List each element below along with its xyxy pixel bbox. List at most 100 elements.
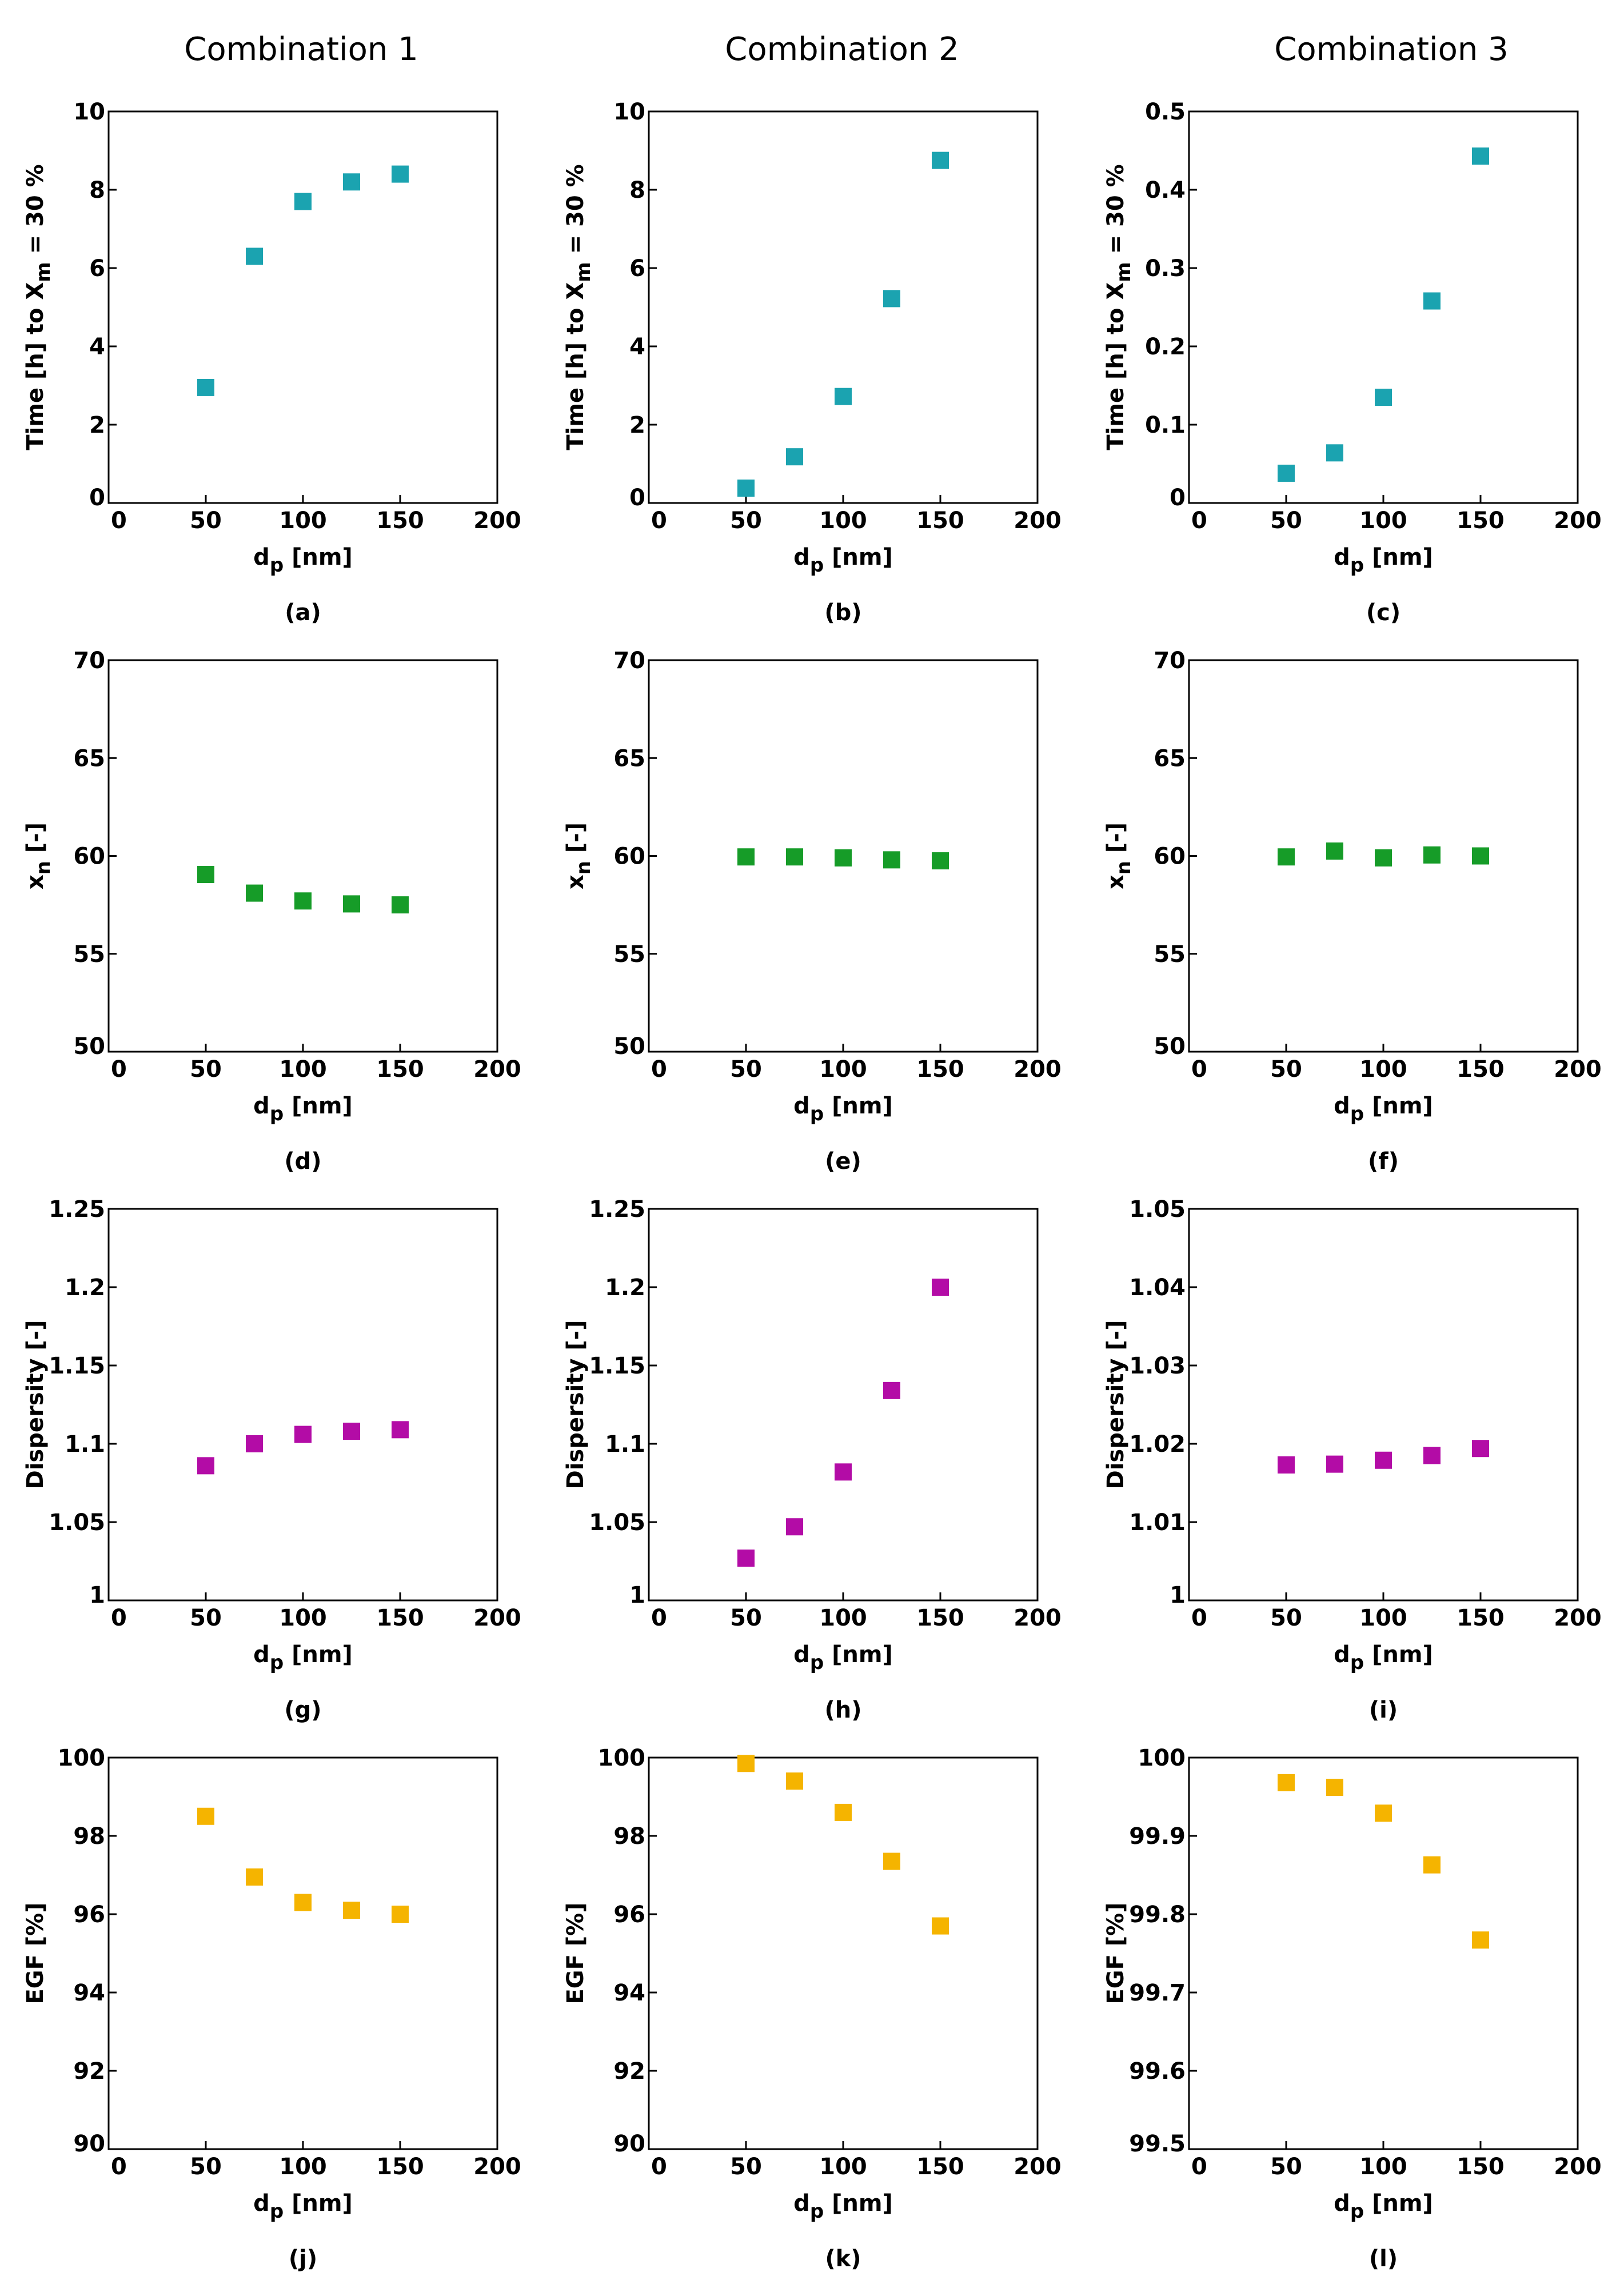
data-point-g-1 (197, 1457, 214, 1475)
data-point-l-2 (1326, 1779, 1343, 1796)
data-point-i-5 (1472, 1440, 1489, 1458)
y-tick-label: 55 (613, 941, 645, 968)
y-tick-label: 1 (1170, 1582, 1186, 1608)
data-point-j-3 (294, 1894, 312, 1911)
data-point-e-4 (883, 851, 900, 869)
data-point-k-3 (835, 1803, 852, 1821)
data-point-b-4 (883, 290, 900, 308)
y-tick-label: 92 (73, 2058, 105, 2085)
data-point-d-2 (246, 884, 263, 902)
x-axis-label: dp [nm] (793, 1093, 893, 1125)
y-tick-label: 1 (89, 1582, 105, 1608)
panel-caption: (e) (825, 1148, 861, 1175)
data-point-c-2 (1326, 444, 1343, 462)
panel-caption: (j) (289, 2246, 317, 2272)
y-tick-label: 0 (1170, 485, 1186, 511)
data-point-i-3 (1375, 1451, 1392, 1469)
y-tick-label: 0.5 (1145, 99, 1186, 125)
y-tick-label: 100 (1138, 1745, 1186, 1771)
x-tick-label: 100 (819, 2154, 867, 2180)
y-tick-label: 65 (1154, 745, 1186, 772)
panel-g: 0 50 100 150 200 1 1.05 1.1 1.15 1.2 1.25 dp [nm] Di… (22, 1196, 521, 1723)
x-tick-label: 0 (111, 1605, 127, 1631)
plot-frame (648, 110, 1039, 504)
x-tick-label: 200 (1554, 508, 1602, 534)
y-tick-label: 100 (58, 1745, 106, 1771)
panel-l: 0 50 100 150 200 99.5 99.6 99.7 99.8 99.9 100 dp [n… (1103, 1745, 1602, 2272)
x-tick-label: 200 (1013, 1056, 1062, 1083)
y-tick-label: 1.25 (49, 1196, 105, 1223)
x-tick-label: 0 (111, 508, 127, 534)
y-tick-label: 4 (629, 334, 645, 360)
data-point-c-1 (1278, 464, 1295, 482)
data-point-f-4 (1423, 846, 1441, 864)
y-tick-label: 1.01 (1129, 1510, 1186, 1536)
y-axis-label: EGF [%] (22, 1902, 49, 2004)
plot-frame (648, 1208, 1039, 1602)
x-tick-label: 0 (1191, 1056, 1207, 1083)
x-tick-label: 150 (916, 508, 964, 534)
x-tick-label: 200 (473, 1605, 521, 1631)
x-tick-label: 150 (916, 1056, 964, 1083)
panel-c: 0 50 100 150 200 0 0.1 0.2 0.3 0.4 0.5 dp [nm] Time … (1103, 99, 1602, 626)
x-tick-label: 200 (1554, 1056, 1602, 1083)
y-tick-label: 1.15 (589, 1353, 645, 1379)
x-tick-label: 0 (1191, 2154, 1207, 2180)
y-tick-label: 1.1 (605, 1431, 645, 1458)
x-tick-label: 0 (1191, 1605, 1207, 1631)
y-axis-label: Dispersity [-] (22, 1320, 49, 1489)
y-tick-label: 1.05 (589, 1510, 645, 1536)
data-point-f-1 (1278, 848, 1295, 866)
y-tick-label: 70 (613, 648, 645, 674)
y-tick-label: 1.05 (49, 1510, 105, 1536)
y-tick-label: 98 (73, 1823, 105, 1850)
y-tick-label: 2 (629, 412, 645, 438)
x-tick-label: 150 (376, 2154, 424, 2180)
x-tick-label: 100 (279, 508, 327, 534)
plot-frame (1188, 1208, 1579, 1602)
y-tick-label: 2 (89, 412, 105, 438)
data-point-h-1 (737, 1550, 755, 1567)
data-point-h-4 (883, 1381, 900, 1399)
panel-caption: (f) (1368, 1148, 1399, 1175)
y-axis-label: Time [h] to Xm = 30 % (562, 164, 595, 450)
y-tick-label: 55 (1154, 941, 1186, 968)
y-tick-label: 1.02 (1129, 1431, 1186, 1458)
y-tick-label: 98 (613, 1823, 645, 1850)
x-tick-label: 200 (473, 2154, 521, 2180)
x-tick-label: 50 (730, 1056, 762, 1083)
data-point-d-1 (197, 866, 214, 884)
y-tick-label: 65 (73, 745, 105, 772)
data-point-k-4 (883, 1852, 900, 1870)
x-tick-label: 200 (1013, 1605, 1062, 1631)
plot-frame (107, 110, 498, 504)
x-tick-label: 0 (651, 508, 667, 534)
data-point-l-5 (1472, 1931, 1489, 1949)
data-point-b-3 (835, 388, 852, 405)
plot-frame (107, 659, 498, 1053)
x-tick-label: 100 (279, 1056, 327, 1083)
x-tick-label: 0 (111, 2154, 127, 2180)
y-tick-label: 10 (73, 99, 105, 125)
data-point-h-2 (786, 1518, 803, 1536)
y-tick-label: 0 (629, 485, 645, 511)
panel-caption: (l) (1369, 2246, 1398, 2272)
data-point-c-4 (1423, 292, 1441, 310)
x-tick-label: 200 (1554, 1605, 1602, 1631)
x-tick-label: 100 (1359, 1605, 1407, 1631)
data-point-e-5 (932, 852, 949, 870)
y-tick-label: 90 (73, 2131, 105, 2157)
x-tick-label: 200 (1554, 2154, 1602, 2180)
x-axis-label: dp [nm] (1334, 544, 1433, 577)
x-tick-label: 100 (819, 1056, 867, 1083)
data-point-j-1 (197, 1807, 214, 1825)
data-point-g-4 (343, 1423, 360, 1440)
x-tick-label: 0 (651, 2154, 667, 2180)
panel-b: 0 50 100 150 200 0 2 4 6 8 10 dp [nm] Time [h] to Xm… (562, 99, 1062, 626)
panel-caption: (k) (825, 2246, 861, 2272)
y-axis-label: xn [-] (562, 822, 595, 889)
x-tick-label: 100 (279, 2154, 327, 2180)
